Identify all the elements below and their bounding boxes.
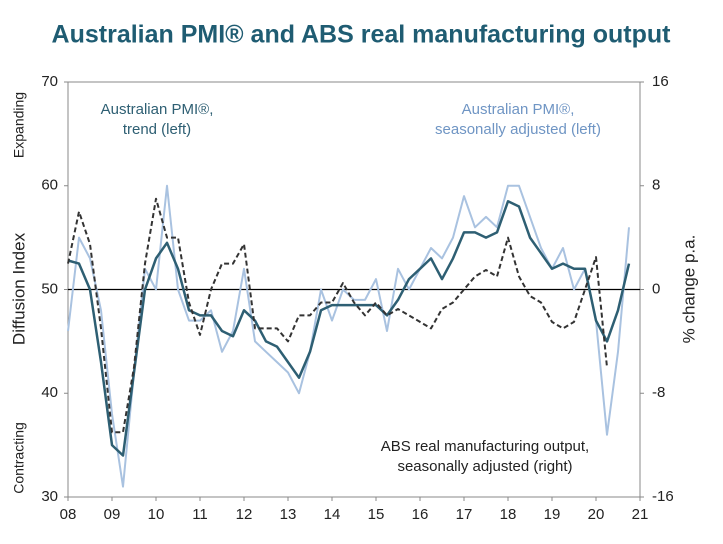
y2-tick-label: -8 xyxy=(652,384,665,401)
series-line xyxy=(67,200,631,457)
y-tick-label: 50 xyxy=(41,280,58,297)
y-tick-label: 30 xyxy=(41,488,58,505)
x-tick-label: 16 xyxy=(412,506,429,523)
annotation: trend (left) xyxy=(123,121,191,138)
y2-axis-label: % change p.a. xyxy=(679,235,698,344)
y-axis-label: Diffusion Index xyxy=(9,232,28,345)
x-tick-label: 17 xyxy=(456,506,473,523)
x-tick-label: 12 xyxy=(236,506,253,523)
x-tick-label: 18 xyxy=(500,506,517,523)
y2-tick-label: 16 xyxy=(652,73,669,90)
x-tick-label: 10 xyxy=(148,506,165,523)
y-tick-label: 70 xyxy=(41,73,58,90)
annotation: ABS real manufacturing output, xyxy=(381,438,589,455)
series-line xyxy=(67,197,608,434)
annotation: seasonally adjusted (left) xyxy=(435,121,601,138)
x-tick-label: 08 xyxy=(60,506,77,523)
x-tick-label: 14 xyxy=(324,506,341,523)
y-tick-label: 40 xyxy=(41,384,58,401)
x-tick-label: 13 xyxy=(280,506,297,523)
y-top-note: Expanding xyxy=(11,92,27,158)
y2-tick-label: -16 xyxy=(652,488,674,505)
y-tick-label: 60 xyxy=(41,177,58,194)
x-tick-label: 20 xyxy=(588,506,605,523)
x-tick-label: 15 xyxy=(368,506,385,523)
annotation: seasonally adjusted (right) xyxy=(397,458,572,475)
x-tick-label: 11 xyxy=(192,506,208,523)
x-tick-label: 09 xyxy=(104,506,121,523)
x-tick-label: 21 xyxy=(632,506,649,523)
y2-tick-label: 0 xyxy=(652,280,660,297)
y2-tick-label: 8 xyxy=(652,177,660,194)
chart-title: Australian PMI® and ABS real manufacturi… xyxy=(52,21,672,49)
y-bottom-note: Contracting xyxy=(11,422,27,494)
annotation: Australian PMI®, xyxy=(462,101,575,118)
x-tick-label: 19 xyxy=(544,506,561,523)
annotation: Australian PMI®, xyxy=(101,101,214,118)
